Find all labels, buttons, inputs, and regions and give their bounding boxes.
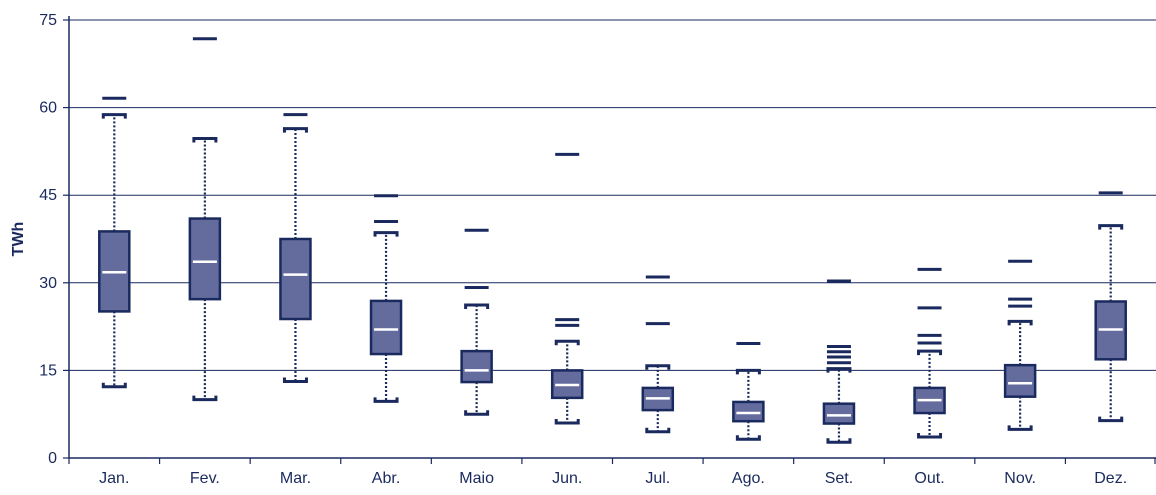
- y-tick-label: 30: [39, 275, 57, 292]
- box-Jul.: [641, 275, 675, 434]
- x-tick-label: Out.: [914, 470, 944, 487]
- box-Abr.: [369, 194, 403, 403]
- iqr-box: [460, 349, 493, 384]
- box-Dez.: [1094, 191, 1127, 423]
- upper-whisker-cap: [1098, 224, 1124, 230]
- lower-whisker-cap: [735, 435, 761, 441]
- lower-whisker-cap: [917, 432, 943, 439]
- lower-whisker-cap: [464, 410, 490, 416]
- x-tick-label: Jan.: [99, 470, 129, 487]
- upper-whisker-cap: [464, 303, 490, 309]
- x-tick-label: Maio: [459, 470, 494, 487]
- upper-whisker-cap: [373, 231, 399, 237]
- box-Jan.: [98, 96, 131, 389]
- upper-whisker-cap: [282, 127, 308, 133]
- lower-whisker-cap: [373, 397, 399, 403]
- y-axis-title: TWh: [10, 222, 27, 257]
- y-tick-label: 45: [39, 187, 57, 204]
- lower-whisker-cap: [101, 382, 127, 389]
- lower-whisker-cap: [645, 427, 671, 434]
- x-tick-label: Fev.: [190, 470, 220, 487]
- x-tick-label: Jun.: [552, 470, 582, 487]
- box-Maio: [460, 228, 493, 416]
- upper-whisker-cap: [1007, 319, 1033, 326]
- x-tick-label: Mar.: [280, 470, 311, 487]
- x-tick-label: Dez.: [1094, 470, 1127, 487]
- axes: [68, 16, 1156, 459]
- lower-whisker-cap: [192, 395, 218, 402]
- iqr-box: [1003, 363, 1037, 398]
- lower-whisker-cap: [1007, 425, 1033, 431]
- box-Ago.: [732, 342, 765, 441]
- x-tick-label: Nov.: [1004, 470, 1036, 487]
- iqr-box: [188, 217, 222, 301]
- lower-whisker-cap: [826, 438, 852, 444]
- y-tick-label: 0: [48, 450, 57, 467]
- lower-whisker-cap: [1098, 416, 1124, 423]
- lower-whisker-cap: [282, 377, 308, 383]
- upper-whisker-cap: [735, 368, 761, 375]
- upper-whisker-cap: [554, 339, 580, 346]
- grid-lines: [69, 19, 1156, 371]
- iqr-box: [279, 237, 312, 321]
- lower-whisker-cap: [554, 418, 580, 425]
- y-axis-ticks: 0 15 30 45 60 75: [39, 12, 69, 467]
- upper-whisker-cap: [192, 137, 218, 143]
- iqr-box: [822, 402, 856, 425]
- upper-whisker-cap: [645, 364, 671, 370]
- x-tick-label: Set.: [825, 470, 853, 487]
- y-tick-label: 75: [39, 12, 57, 29]
- x-tick-label: Ago.: [732, 470, 765, 487]
- upper-whisker-cap: [826, 367, 852, 373]
- x-axis-ticks: Jan. Fev. Mar. Abr. Maio Jun. Jul. Ago. Set. Out.…: [68, 458, 1156, 487]
- x-tick-label: Abr.: [372, 470, 400, 487]
- box-Nov.: [1003, 259, 1037, 431]
- box-Set.: [822, 279, 856, 444]
- y-tick-label: 15: [39, 362, 57, 379]
- box-Out.: [913, 267, 946, 439]
- upper-whisker-cap: [917, 349, 943, 356]
- box-Mar.: [279, 113, 312, 383]
- upper-whisker-cap: [101, 113, 127, 119]
- x-tick-label: Jul.: [645, 470, 670, 487]
- boxes: [98, 37, 1127, 444]
- iqr-box: [369, 299, 403, 356]
- box-Jun.: [550, 152, 584, 425]
- iqr-box: [732, 400, 765, 423]
- box-Fev.: [188, 37, 222, 402]
- y-tick-label: 60: [39, 100, 57, 117]
